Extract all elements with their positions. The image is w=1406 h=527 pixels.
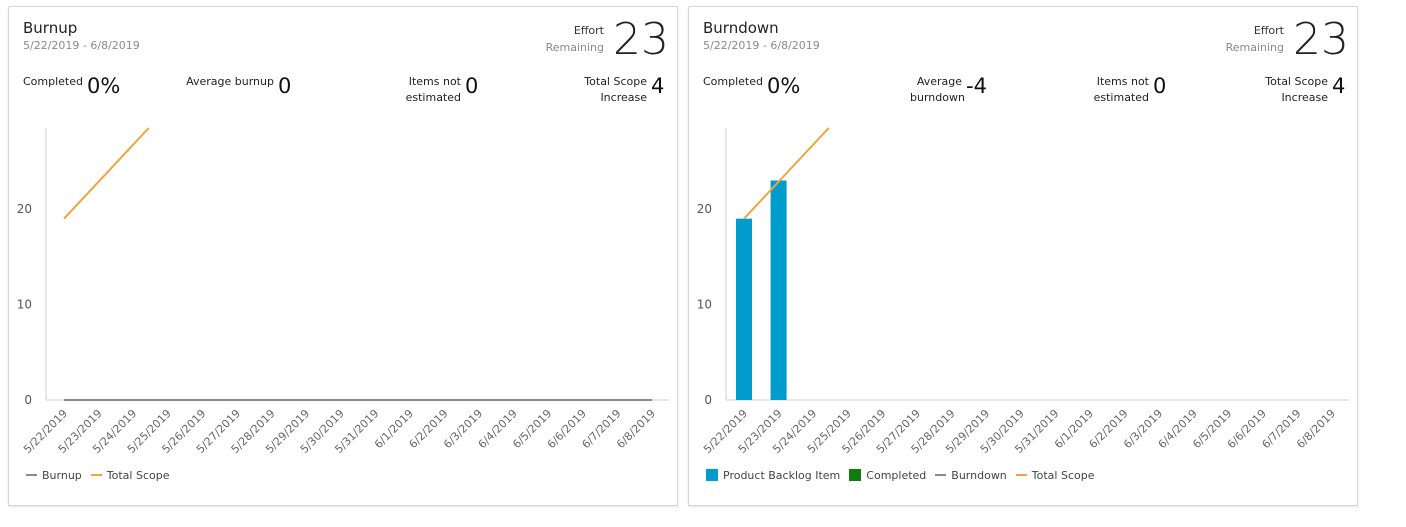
legend-label: Burndown — [951, 469, 1007, 482]
legend-label: Total Scope — [1031, 469, 1095, 482]
widget-title: Burnup — [23, 19, 78, 37]
metric-label: Total Scope Increase — [1265, 75, 1328, 104]
legend-item[interactable]: Burndown — [935, 469, 1007, 482]
y-tick-label: 0 — [24, 393, 32, 407]
legend-item[interactable]: Total Scope — [1015, 469, 1095, 482]
series-line — [743, 127, 830, 220]
metric-label: Average burnup — [186, 75, 274, 88]
metric-value: 0 — [1153, 74, 1167, 98]
effort-remaining-value: 23 — [1293, 14, 1349, 65]
effort-label-line2: Remaining — [545, 41, 604, 54]
legend-item[interactable]: Burnup — [26, 469, 82, 482]
legend-swatch — [90, 474, 102, 476]
legend-label: Product Backlog Item — [723, 469, 841, 482]
date-range: 5/22/2019 - 6/8/2019 — [23, 39, 140, 52]
metric-label: Items not estimated — [1093, 75, 1149, 104]
metric-value: -4 — [966, 74, 987, 98]
date-range: 5/22/2019 - 6/8/2019 — [703, 39, 820, 52]
bar — [770, 180, 787, 400]
widget-title: Burndown — [703, 19, 779, 37]
effort-remaining-label: Effort Remaining — [1226, 22, 1284, 56]
chart-legend: Burnup Total Scope — [26, 469, 178, 482]
legend-swatch — [706, 469, 718, 481]
burndown-chart[interactable]: 010205/22/20195/23/20195/24/20195/25/201… — [689, 107, 1357, 462]
y-tick-label: 10 — [697, 298, 712, 312]
effort-label-line2: Remaining — [1225, 41, 1284, 54]
effort-remaining-value: 23 — [613, 14, 669, 65]
legend-label: Burnup — [42, 469, 82, 482]
metric-value: 4 — [651, 74, 665, 98]
metric-label: Completed — [23, 75, 83, 88]
metric-value: 0 — [278, 74, 292, 98]
y-tick-label: 10 — [17, 298, 32, 312]
y-tick-label: 20 — [697, 202, 712, 216]
burndown-widget[interactable]: Burndown 5/22/2019 - 6/8/2019 Effort Rem… — [688, 6, 1358, 506]
metric-label: Total Scope Increase — [584, 75, 647, 104]
y-tick-label: 0 — [704, 393, 712, 407]
metric-value: 0% — [87, 74, 121, 98]
metric-label: Items not estimated — [405, 75, 461, 104]
legend-item[interactable]: Total Scope — [90, 469, 170, 482]
legend-swatch — [1015, 474, 1027, 476]
legend-swatch — [849, 469, 862, 481]
legend-label: Total Scope — [106, 469, 170, 482]
effort-remaining-label: Effort Remaining — [546, 22, 604, 56]
series-line — [63, 127, 150, 220]
metric-label: Average burndown — [910, 75, 965, 104]
legend-item[interactable]: Completed — [849, 469, 926, 482]
metric-value: 4 — [1332, 74, 1346, 98]
burnup-widget[interactable]: Burnup 5/22/2019 - 6/8/2019 Effort Remai… — [8, 6, 678, 506]
effort-label-line1: Effort — [1253, 24, 1284, 37]
metric-value: 0 — [465, 74, 479, 98]
chart-legend: Product Backlog Item Completed Burndown Tot… — [706, 469, 1103, 482]
metric-label: Completed — [703, 75, 763, 88]
legend-item[interactable]: Product Backlog Item — [706, 469, 840, 482]
legend-swatch — [935, 474, 947, 476]
legend-label: Completed — [866, 469, 927, 482]
bar — [736, 218, 752, 400]
legend-swatch — [26, 474, 37, 476]
burnup-chart[interactable]: 010205/22/20195/23/20195/24/20195/25/201… — [9, 107, 677, 462]
y-tick-label: 20 — [17, 202, 32, 216]
metric-value: 0% — [767, 74, 801, 98]
effort-label-line1: Effort — [573, 24, 604, 37]
